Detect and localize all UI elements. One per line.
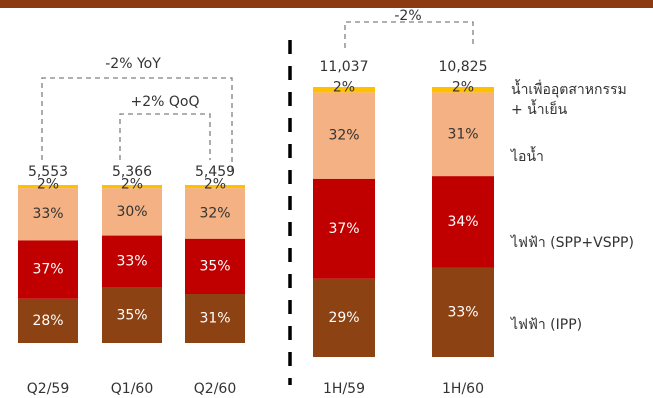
legend-label: ไฟฟ้า (IPP): [511, 317, 583, 333]
total-label: 5,366: [112, 164, 152, 180]
value-label: 33%: [116, 254, 147, 270]
bar-segment: [432, 87, 494, 93]
annotation: -2%: [394, 8, 421, 24]
bar-segment: [18, 298, 78, 343]
value-label: 37%: [32, 262, 63, 278]
x-tick-label: Q2/60: [194, 381, 236, 397]
bar-segment: [18, 240, 78, 299]
value-label: 2%: [452, 80, 474, 96]
bar-segment: [102, 287, 162, 343]
legend-label: ไฟฟ้า (SPP+VSPP): [511, 235, 634, 251]
bar-segment: [18, 185, 78, 189]
value-label: 31%: [199, 311, 230, 327]
value-label: 30%: [116, 204, 147, 220]
bar-segment: [313, 87, 375, 93]
x-tick-label: 1H/59: [323, 381, 365, 397]
total-label: 10,825: [439, 59, 488, 75]
bar-segment: [185, 188, 245, 239]
value-label: 35%: [116, 307, 147, 323]
bracket: [119, 113, 211, 160]
bracket: [344, 21, 474, 48]
value-label: 31%: [447, 126, 478, 142]
value-label: 34%: [447, 214, 478, 230]
legend-label: ไอน้ำ: [511, 149, 544, 165]
value-label: 2%: [37, 177, 59, 193]
bar-segment: [18, 188, 78, 241]
bar-segment: [432, 176, 494, 268]
annotation: +2% QoQ: [131, 94, 200, 110]
bar-segment: [102, 188, 162, 236]
value-label: 28%: [32, 313, 63, 329]
value-label: 32%: [199, 205, 230, 221]
bar-segment: [313, 92, 375, 179]
x-tick-label: Q2/59: [27, 381, 69, 397]
total-label: 11,037: [320, 59, 369, 75]
value-label: 37%: [328, 221, 359, 237]
bar-segment: [432, 92, 494, 177]
x-tick-label: Q1/60: [111, 381, 153, 397]
annotation: -2% YoY: [105, 56, 161, 72]
bracket: [41, 77, 233, 172]
bar-segment: [185, 294, 245, 343]
total-label: 5,459: [195, 164, 235, 180]
value-label: 33%: [32, 206, 63, 222]
value-label: 29%: [328, 310, 359, 326]
bar-segment: [102, 185, 162, 189]
value-label: 2%: [121, 177, 143, 193]
total-label: 5,553: [28, 164, 68, 180]
value-label: 2%: [204, 177, 226, 193]
bar-segment: [185, 238, 245, 295]
top-band: [0, 0, 653, 8]
x-tick-label: 1H/60: [442, 381, 484, 397]
value-label: 35%: [199, 258, 230, 274]
value-label: 2%: [333, 80, 355, 96]
bar-segment: [313, 278, 375, 357]
value-label: 33%: [447, 304, 478, 320]
bar-segment: [185, 185, 245, 189]
bar-segment: [313, 178, 375, 279]
value-label: 32%: [328, 128, 359, 144]
bar-segment: [102, 235, 162, 288]
legend-label: น้ำเพื่ออุตสาหกรรม + น้ำเย็น: [511, 82, 627, 118]
bar-segment: [432, 267, 494, 357]
